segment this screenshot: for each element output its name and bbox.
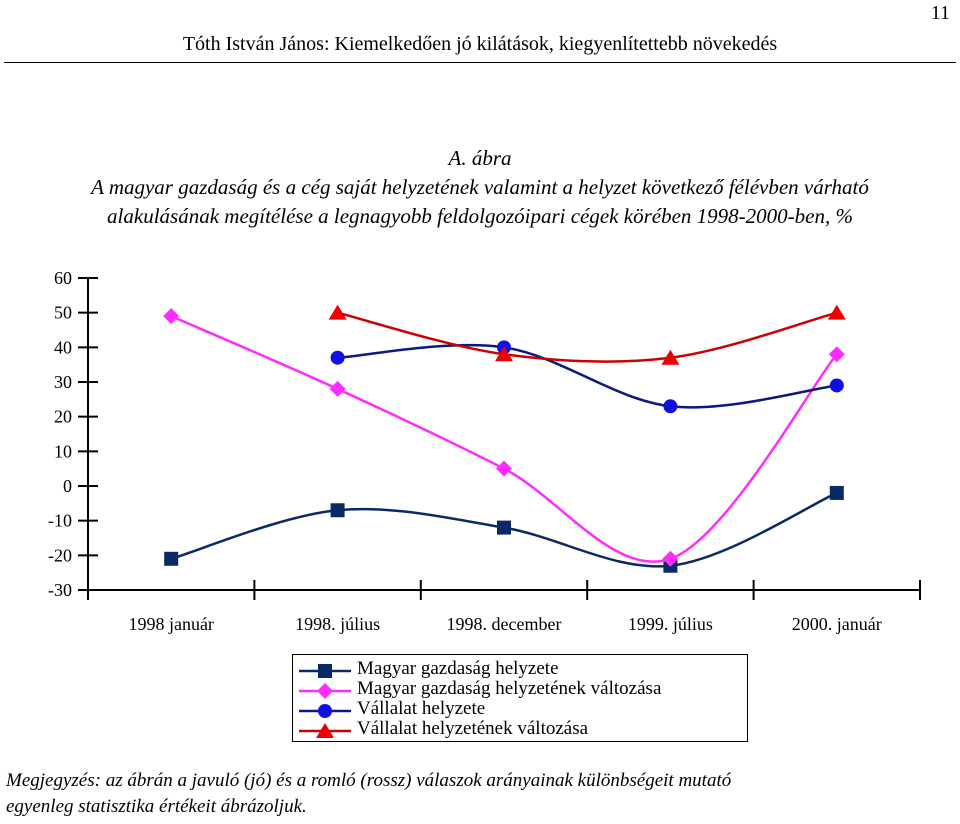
series-2-point (329, 380, 346, 397)
x-tick-label: 1998. július (295, 614, 380, 634)
series-3 (330, 340, 844, 414)
legend-item: Magyar gazdaság helyzetének változása (293, 678, 743, 701)
legend-swatch-marker (317, 683, 333, 699)
legend-swatch-marker (316, 723, 334, 738)
figure-note-line-1: Megjegyzés: az ábrán a javuló (jó) és a … (6, 770, 732, 791)
series-4-point (661, 349, 680, 365)
x-tick-label: 1998. december (447, 614, 562, 634)
figure-title-line-2: alakulásának megítélése a legnagyobb fel… (107, 204, 853, 228)
series-4-line (337, 311, 838, 363)
figure-title-line-1: A magyar gazdaság és a cég saját helyzet… (91, 175, 869, 199)
x-tick-label: 1998 január (128, 614, 213, 634)
series-2-point (662, 550, 679, 567)
running-header: Tóth István János: Kiemelkedően jó kilát… (182, 33, 778, 55)
x-tick-label: 1999. július (628, 614, 713, 634)
figure-title: A magyar gazdaság és a cég saját helyzet… (0, 173, 960, 231)
legend-item: Vállalat helyzetének változása (293, 718, 743, 741)
header-rule (4, 62, 956, 63)
series-4-point (495, 346, 513, 362)
legend-label: Magyar gazdaság helyzete (357, 658, 559, 679)
y-tick-label: 60 (54, 268, 72, 288)
legend-swatch (299, 664, 351, 678)
series-1-point (330, 503, 345, 518)
legend-label: Vállalat helyzetének változása (357, 718, 589, 739)
series-3-point (829, 378, 844, 393)
series-1-point (164, 551, 179, 566)
legend-swatch-marker (318, 664, 332, 678)
y-tick-label: 30 (54, 372, 72, 392)
legend-swatch (299, 683, 351, 699)
figure-note: Megjegyzés: az ábrán a javuló (jó) és a … (6, 768, 952, 820)
series-1-point (829, 485, 844, 500)
legend-label: Vállalat helyzete (357, 698, 486, 719)
y-tick-label: 10 (54, 441, 72, 461)
series-3-point (330, 350, 345, 365)
legend-swatch-marker (318, 704, 332, 718)
figure-label: A. ábra (448, 146, 512, 170)
y-tick-label: 20 (54, 407, 72, 427)
series-4 (328, 304, 846, 365)
chart-series (163, 304, 846, 573)
y-tick-label: 40 (54, 337, 72, 357)
chart-axes: 60 50 40 30 20 10 0 -10 -20 -30 1998 január 1998. j… (48, 268, 921, 634)
series-3-point (663, 399, 678, 414)
line-chart: 60 50 40 30 20 10 0 -10 -20 -30 1998 január 1998. j… (48, 268, 921, 634)
series-1 (164, 485, 844, 573)
y-tick-label: 0 (63, 476, 72, 496)
y-tick-label: -10 (48, 511, 72, 531)
series-1-point (497, 520, 511, 535)
series-4-point (827, 304, 846, 320)
figure-note-line-2: egyenleg statisztika értékeit ábrázoljuk… (6, 796, 307, 817)
y-tick-label: -30 (48, 580, 72, 600)
series-2-point (496, 460, 512, 477)
y-tick-label: -20 (48, 545, 72, 565)
series-2-line (170, 314, 838, 563)
legend-item: Magyar gazdaság helyzete (293, 658, 743, 681)
legend-item: Vállalat helyzete (293, 698, 743, 721)
series-3-line (337, 343, 837, 409)
chart-legend: Magyar gazdaság helyzete Magyar gazdaság … (292, 654, 748, 742)
series-2-point (163, 308, 180, 325)
legend-swatch (299, 704, 351, 718)
y-tick-label: 50 (54, 303, 72, 323)
legend-label: Magyar gazdaság helyzetének változása (357, 678, 662, 699)
series-2-point (828, 346, 845, 363)
legend-swatch (299, 723, 351, 738)
series-2 (163, 308, 845, 567)
page-number: 11 (930, 2, 950, 24)
series-4-point (328, 304, 347, 320)
x-tick-label: 2000. január (792, 614, 882, 634)
